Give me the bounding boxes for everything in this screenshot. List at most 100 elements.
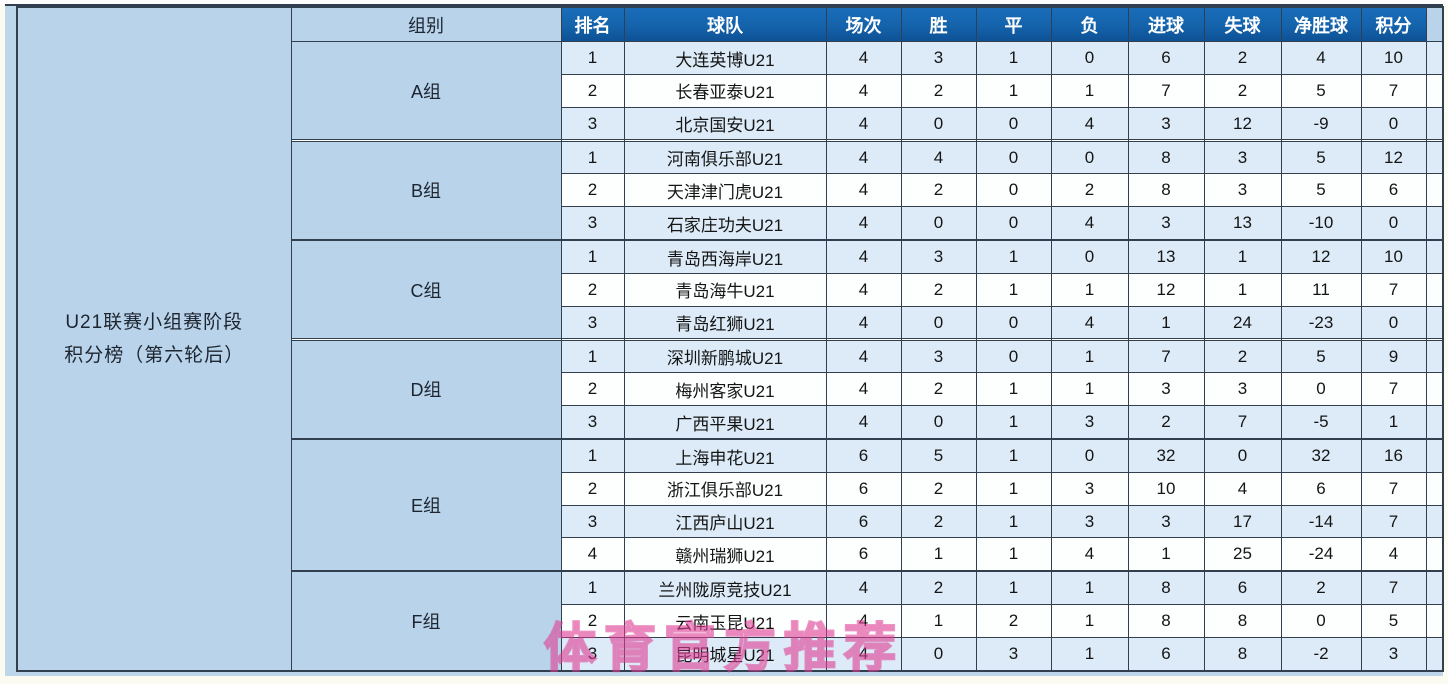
stat-cell: 6 [1280,471,1362,506]
group-label: A组 [290,41,562,141]
edge-cell [1425,537,1444,572]
team-name-cell: 广西平果U21 [623,405,827,439]
table-row: 2 天津津门虎U21 4 2 0 2 8 3 5 6 [17,173,1444,208]
stat-cell: 11 [1280,272,1362,307]
stat-cell: 6 [1127,41,1205,75]
stat-cell: 1 [1203,240,1282,274]
stat-cell: 12 [1127,272,1205,307]
stat-cell: 0 [975,106,1052,141]
stat-cell: 6 [1127,636,1205,672]
stat-cell: 4 [825,106,902,141]
team-name-cell: 河南俱乐部U21 [623,140,827,175]
spacer-cell [1425,437,1444,441]
stat-cell: 1 [975,504,1052,539]
edge-cell [1425,173,1444,208]
column-header: 排名 [560,6,625,43]
stat-cell: 1 [1203,272,1282,307]
stat-cell: 32 [1127,439,1205,473]
stat-cell: 2 [975,604,1052,638]
team-name-cell: 长春亚泰U21 [623,73,827,108]
stat-cell: 8 [1127,140,1205,175]
team-name-cell: 青岛西海岸U21 [623,240,827,274]
stat-cell: 4 [825,305,902,340]
stat-cell: 1 [975,405,1052,439]
stat-cell: 4 [900,140,977,175]
stat-cell: 1 [900,604,977,638]
stat-cell: 1 [1050,604,1129,638]
stat-cell: 8 [1203,604,1282,638]
stat-cell: 7 [1203,405,1282,439]
stat-cell: 3 [900,240,977,274]
stat-cell: 12 [1360,140,1427,175]
stat-cell: 13 [1203,206,1282,240]
top-margin [0,0,1448,4]
team-name-cell: 石家庄功夫U21 [623,206,827,240]
stat-cell: 3 [1050,471,1129,506]
stat-cell: 3 [1203,372,1282,407]
stat-cell: 5 [1280,73,1362,108]
stat-cell: 3 [1127,206,1205,240]
table-row: 2 浙江俱乐部U21 6 2 1 3 10 4 6 7 [17,471,1444,506]
stat-cell: 1 [975,471,1052,506]
stat-cell: 4 [825,73,902,108]
rank-cell: 2 [560,272,625,307]
team-name-cell: 青岛海牛U21 [623,272,827,307]
stat-cell: 2 [900,73,977,108]
stat-cell: 0 [975,173,1052,208]
stat-cell: 12 [1203,106,1282,141]
stat-cell: 4 [1050,537,1129,572]
stat-cell: 4 [825,636,902,672]
stat-cell: 0 [1360,106,1427,141]
edge-cell [1425,41,1444,75]
stat-cell: 4 [825,272,902,307]
table-row: 3 广西平果U21 4 0 1 3 2 7 -5 1 [17,405,1444,439]
rank-cell: 2 [560,372,625,407]
rank-cell: 1 [560,140,625,175]
stat-cell: 4 [825,240,902,274]
stat-cell: 1 [975,73,1052,108]
header-row: U21联赛小组赛阶段 积分榜（第六轮后） 组别 排名 球队 场次胜平负进球 失球 净胜球 积分 [16,6,1444,672]
rank-cell: 3 [560,106,625,141]
column-header: 场次 [825,6,902,43]
stat-cell: 10 [1360,41,1427,75]
stat-cell: 4 [825,405,902,439]
stat-cell: 2 [1050,173,1129,208]
stat-cell: 4 [825,372,902,407]
stat-cell: 3 [900,339,977,374]
team-name-cell: 深圳新鹏城U21 [623,339,827,374]
stat-cell: 2 [1203,73,1282,108]
stat-cell: 32 [1280,439,1362,473]
stat-cell: 3 [900,41,977,75]
stat-cell: 3 [1050,405,1129,439]
stat-cell: 0 [1360,305,1427,340]
rank-cell: 3 [560,636,625,672]
team-name-cell: 兰州陇原竞技U21 [623,571,827,606]
edge-cell [1425,439,1444,473]
spacer-row [17,437,1444,441]
spacer-row [17,139,1444,142]
stat-cell: 4 [825,173,902,208]
stat-cell: -24 [1280,537,1362,572]
stat-cell: 0 [1280,372,1362,407]
stat-cell: 0 [975,140,1052,175]
team-name-cell: 昆明城星U21 [623,636,827,672]
stat-cell: 2 [900,571,977,606]
stat-cell: 1 [1127,537,1205,572]
stat-cell: -5 [1280,405,1362,439]
stat-cell: 7 [1360,471,1427,506]
table-row: 2 梅州客家U21 4 2 1 1 3 3 0 7 [17,372,1444,407]
stat-cell: 3 [1127,106,1205,141]
stat-cell: 1 [1050,372,1129,407]
stat-cell: 4 [825,339,902,374]
stat-cell: 1 [1050,339,1129,374]
rank-cell: 2 [560,471,625,506]
stat-cell: 7 [1360,372,1427,407]
stat-cell: 13 [1127,240,1205,274]
stat-cell: 2 [900,471,977,506]
stat-cell: -10 [1280,206,1362,240]
stat-cell: 3 [1203,140,1282,175]
edge-cell [1425,504,1444,539]
spacer-cell [1425,238,1444,242]
team-name-cell: 浙江俱乐部U21 [623,471,827,506]
table-row: 3 石家庄功夫U21 4 0 0 4 3 13 -10 0 [17,206,1444,240]
